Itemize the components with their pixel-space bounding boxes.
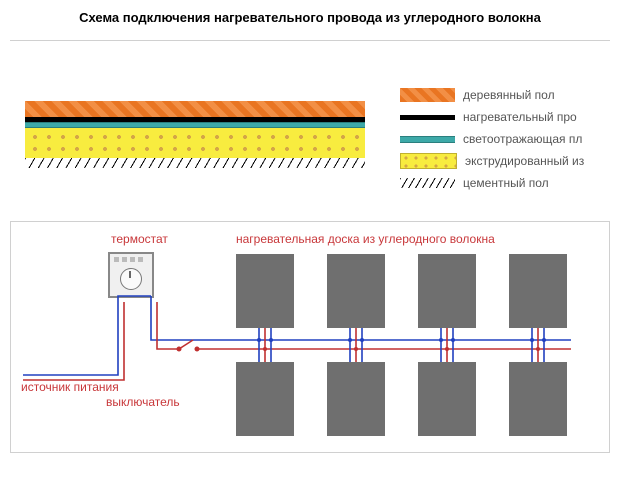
swatch-reflect (400, 136, 455, 143)
divider-top (10, 40, 610, 41)
legend-row-heat: нагревательный про (400, 108, 584, 126)
legend-row-insul: экструдированный из (400, 152, 584, 170)
swatch-cement (400, 178, 455, 188)
legend-label-wood: деревянный пол (463, 88, 555, 102)
floor-layers-section: деревянный пол нагревательный про светоо… (10, 71, 610, 221)
legend-label-insul: экструдированный из (465, 154, 584, 168)
swatch-wood (400, 88, 455, 102)
floor-cross-section (25, 101, 365, 168)
legend-label-heat: нагревательный про (463, 110, 577, 124)
legend-row-wood: деревянный пол (400, 86, 584, 104)
legend-label-cement: цементный пол (463, 176, 549, 190)
legend-label-reflect: светоотражающая пл (463, 132, 582, 146)
swatch-heat (400, 115, 455, 120)
legend: деревянный пол нагревательный про светоо… (400, 86, 584, 196)
layer-insulation (25, 128, 365, 158)
layer-cement (25, 158, 365, 168)
legend-row-reflect: светоотражающая пл (400, 130, 584, 148)
wiring-svg (11, 222, 611, 452)
layer-wood (25, 101, 365, 117)
wiring-diagram-section: термостат нагревательная доска из углеро… (10, 221, 610, 453)
diagram-title: Схема подключения нагревательного провод… (10, 10, 610, 25)
legend-row-cement: цементный пол (400, 174, 584, 192)
swatch-insul (400, 153, 457, 169)
